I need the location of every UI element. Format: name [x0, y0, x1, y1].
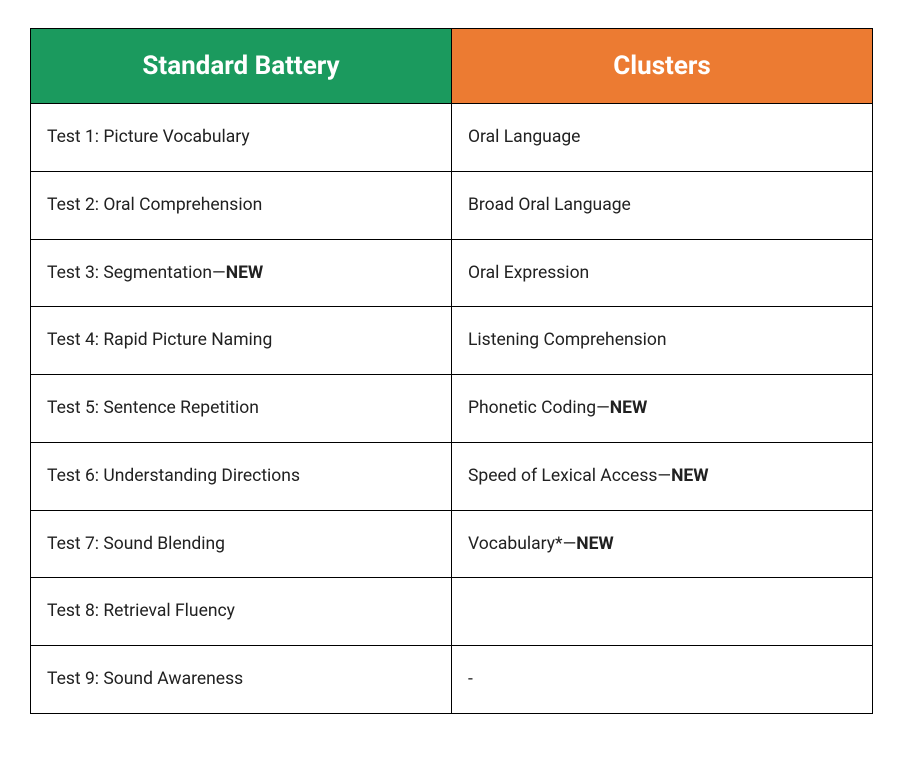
clusters-cell: - — [452, 646, 873, 714]
cell-text: Test 6: Understanding Directions — [47, 466, 300, 486]
table-header-row: Standard Battery Clusters — [31, 29, 873, 104]
table-row: Test 7: Sound Blending Vocabulary*—NEW — [31, 510, 873, 578]
clusters-cell — [452, 578, 873, 646]
table-body: Test 1: Picture VocabularyOral LanguageT… — [31, 104, 873, 714]
cell-text: Test 4: Rapid Picture Naming — [47, 330, 272, 350]
clusters-cell: Oral Expression — [452, 239, 873, 307]
table-row: Test 4: Rapid Picture Naming Listening Co… — [31, 307, 873, 375]
standard-battery-cell: Test 9: Sound Awareness — [31, 646, 452, 714]
standard-battery-cell: Test 5: Sentence Repetition — [31, 375, 452, 443]
cell-text: Test 7: Sound Blending — [47, 534, 225, 554]
cell-text: Speed of Lexical Access — [468, 466, 657, 486]
standard-battery-cell: Test 8: Retrieval Fluency — [31, 578, 452, 646]
table-row: Test 9: Sound Awareness - — [31, 646, 873, 714]
separator: — — [563, 534, 577, 554]
table-row: Test 6: Understanding Directions Speed of… — [31, 442, 873, 510]
table-row: Test 1: Picture Vocabulary Oral Language — [31, 104, 873, 172]
cell-text: Test 8: Retrieval Fluency — [47, 601, 235, 621]
cell-text: Listening Comprehension — [468, 330, 667, 350]
new-tag: NEW — [226, 263, 264, 283]
table-row: Test 8: Retrieval Fluency — [31, 578, 873, 646]
standard-battery-cell: Test 7: Sound Blending — [31, 510, 452, 578]
cell-text: Phonetic Coding — [468, 398, 596, 418]
clusters-cell: Phonetic Coding—NEW — [452, 375, 873, 443]
standard-battery-cell: Test 4: Rapid Picture Naming — [31, 307, 452, 375]
cell-text: Test 9: Sound Awareness — [47, 669, 243, 689]
new-tag: NEW — [671, 466, 709, 486]
cell-text: Broad Oral Language — [468, 195, 631, 215]
separator: — — [212, 263, 226, 283]
separator: — — [657, 466, 671, 486]
clusters-cell: Oral Language — [452, 104, 873, 172]
battery-clusters-table: Standard Battery Clusters Test 1: Pictur… — [30, 28, 873, 714]
cell-text: Test 5: Sentence Repetition — [47, 398, 259, 418]
cell-text: Oral Expression — [468, 263, 589, 283]
separator: — — [596, 398, 610, 418]
clusters-cell: Speed of Lexical Access—NEW — [452, 442, 873, 510]
clusters-cell: Listening Comprehension — [452, 307, 873, 375]
clusters-cell: Broad Oral Language — [452, 171, 873, 239]
standard-battery-cell: Test 1: Picture Vocabulary — [31, 104, 452, 172]
table-row: Test 2: Oral Comprehension Broad Oral Lan… — [31, 171, 873, 239]
new-tag: NEW — [576, 534, 614, 554]
cell-text: Test 3: Segmentation — [47, 263, 212, 283]
cell-text: Oral Language — [468, 127, 580, 147]
table-row: Test 5: Sentence Repetition Phonetic Codi… — [31, 375, 873, 443]
cell-text: Test 2: Oral Comprehension — [47, 195, 262, 215]
table-row: Test 3: Segmentation—NEW Oral Expression — [31, 239, 873, 307]
cell-text: Vocabulary* — [468, 534, 563, 554]
column-header-clusters: Clusters — [452, 29, 873, 104]
cell-text: - — [468, 669, 473, 689]
standard-battery-cell: Test 3: Segmentation—NEW — [31, 239, 452, 307]
standard-battery-cell: Test 6: Understanding Directions — [31, 442, 452, 510]
standard-battery-cell: Test 2: Oral Comprehension — [31, 171, 452, 239]
cell-text: Test 1: Picture Vocabulary — [47, 127, 250, 147]
new-tag: NEW — [610, 398, 648, 418]
column-header-standard-battery: Standard Battery — [31, 29, 452, 104]
clusters-cell: Vocabulary*—NEW — [452, 510, 873, 578]
